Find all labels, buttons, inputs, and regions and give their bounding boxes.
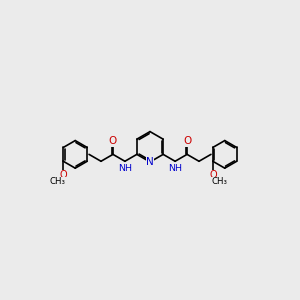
Text: NH: NH — [168, 164, 182, 173]
Text: NH: NH — [118, 164, 132, 173]
Text: N: N — [146, 157, 154, 167]
Text: CH₃: CH₃ — [49, 177, 65, 186]
Text: O: O — [183, 136, 191, 146]
Text: O: O — [60, 170, 68, 180]
Text: O: O — [209, 170, 217, 180]
Text: CH₃: CH₃ — [211, 177, 227, 186]
Text: O: O — [109, 136, 117, 146]
